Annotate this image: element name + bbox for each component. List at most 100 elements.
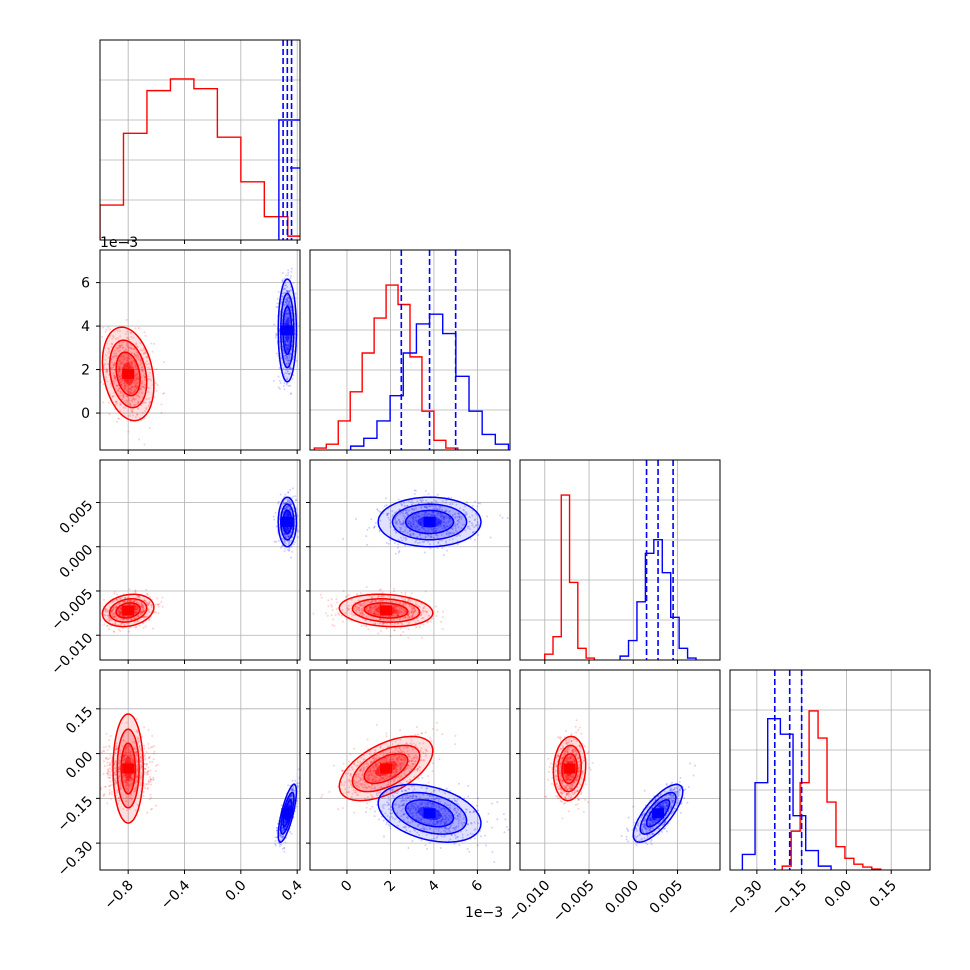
scatter-point	[135, 608, 138, 611]
scatter-point	[411, 501, 414, 504]
scatter-point	[146, 782, 149, 785]
scatter-point	[142, 370, 145, 373]
scatter-point	[432, 527, 435, 530]
scatter-point	[130, 777, 133, 780]
scatter-point	[443, 516, 446, 519]
scatter-point	[385, 627, 388, 630]
scatter-point	[287, 348, 290, 351]
scatter-point	[135, 766, 138, 769]
scatter-point	[144, 352, 147, 355]
scatter-point	[287, 514, 290, 517]
scatter-point	[330, 614, 333, 617]
scatter-point	[289, 275, 292, 278]
scatter-point	[392, 513, 395, 516]
scatter-point	[135, 608, 138, 611]
scatter-point	[403, 616, 406, 619]
scatter-point	[291, 297, 294, 300]
scatter-point	[123, 779, 126, 782]
scatter-point	[286, 548, 289, 551]
scatter-point	[122, 775, 125, 778]
scatter-point	[148, 602, 151, 605]
scatter-point	[411, 612, 414, 615]
scatter-point	[134, 364, 137, 367]
scatter-point	[287, 543, 290, 546]
scatter-point	[117, 609, 120, 612]
scatter-point	[123, 406, 126, 409]
scatter-point	[454, 527, 457, 530]
scatter-point	[145, 750, 148, 753]
scatter-point	[116, 354, 119, 357]
scatter-point	[108, 785, 111, 788]
scatter-point	[97, 377, 99, 379]
scatter-point	[331, 608, 334, 611]
scatter-point	[344, 596, 347, 599]
scatter-point	[400, 522, 403, 525]
scatter-point	[140, 765, 143, 768]
scatter-point	[288, 508, 291, 511]
scatter-point	[285, 528, 288, 531]
scatter-point	[147, 756, 150, 759]
scatter-point	[287, 527, 290, 530]
scatter-point	[402, 522, 405, 525]
scatter-point	[150, 604, 153, 607]
scatter-point	[396, 614, 399, 617]
scatter-point	[427, 620, 430, 623]
scatter-point	[108, 789, 111, 792]
scatter-point	[111, 613, 114, 616]
scatter-point	[275, 352, 278, 355]
scatter-point	[285, 301, 288, 304]
scatter-point	[454, 516, 457, 519]
scatter-point	[137, 595, 140, 598]
scatter-point	[389, 535, 392, 538]
scatter-point	[147, 770, 150, 773]
scatter-point	[397, 614, 400, 617]
scatter-point	[380, 630, 383, 633]
scatter-point	[373, 600, 376, 603]
scatter-point	[414, 525, 417, 528]
scatter-point	[336, 612, 339, 615]
scatter-point	[286, 499, 289, 502]
scatter-point	[113, 361, 116, 364]
scatter-point	[288, 356, 291, 359]
scatter-point	[284, 369, 287, 372]
scatter-point	[116, 337, 119, 340]
scatter-point	[137, 356, 140, 359]
scatter-point	[138, 744, 141, 747]
scatter-point	[103, 765, 106, 768]
scatter-point	[362, 602, 365, 605]
scatter-point	[381, 599, 384, 602]
scatter-point	[135, 786, 138, 789]
scatter-point	[371, 607, 374, 610]
scatter-point	[408, 615, 411, 618]
scatter-point	[447, 520, 450, 523]
scatter-point	[119, 782, 122, 785]
scatter-point	[288, 352, 291, 355]
scatter-point	[287, 535, 290, 538]
scatter-point	[141, 385, 144, 388]
scatter-point	[362, 606, 365, 609]
scatter-point	[429, 513, 432, 516]
scatter-point	[98, 338, 100, 340]
scatter-point	[114, 759, 117, 762]
scatter-point	[130, 599, 133, 602]
scatter-point	[108, 617, 111, 620]
scatter-point	[106, 618, 109, 621]
scatter-point	[395, 615, 398, 618]
scatter-point	[360, 611, 363, 614]
scatter-point	[274, 336, 277, 339]
scatter-point	[115, 747, 118, 750]
scatter-point	[121, 398, 124, 401]
scatter-point	[124, 385, 127, 388]
scatter-point	[117, 389, 120, 392]
scatter-point	[140, 605, 143, 608]
scatter-point	[476, 505, 479, 508]
scatter-point	[148, 600, 151, 603]
scatter-point	[418, 515, 421, 518]
scatter-point	[114, 621, 117, 624]
scatter-point	[287, 357, 290, 360]
scatter-point	[409, 534, 412, 537]
scatter-point	[474, 500, 477, 503]
scatter-point	[411, 517, 414, 520]
scatter-point	[406, 513, 409, 516]
scatter-point	[149, 769, 152, 772]
